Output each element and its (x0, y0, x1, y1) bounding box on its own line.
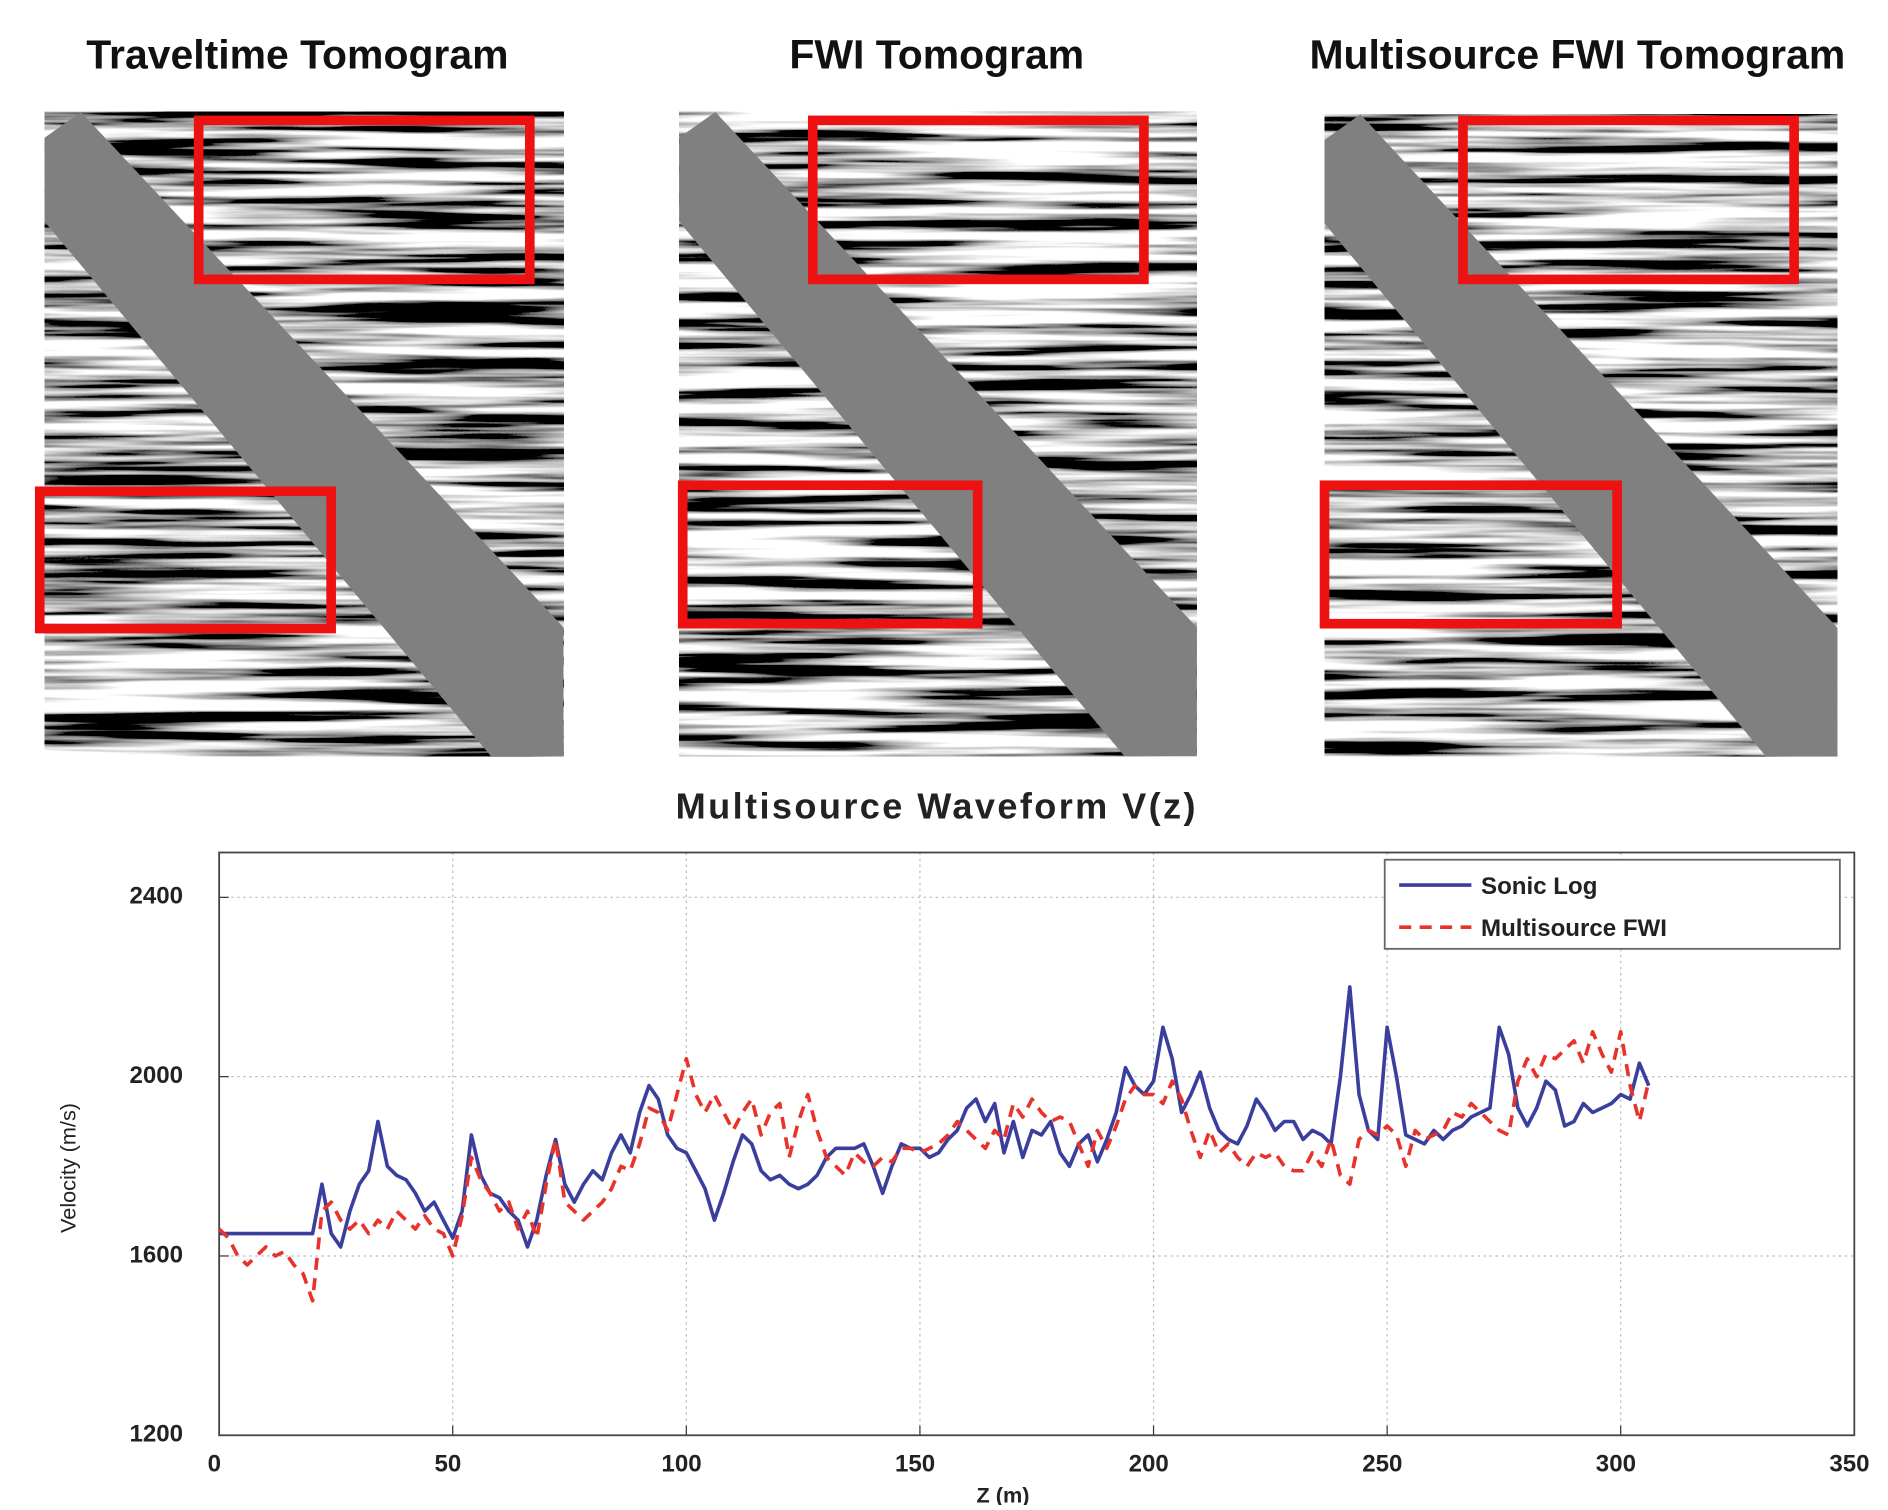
x-tick-label: 300 (1596, 1451, 1636, 1478)
panel-title: Multisource FWI Tomogram (1309, 32, 1845, 78)
y-tick-label: 2400 (129, 883, 183, 910)
series-line (219, 985, 1651, 1249)
highlight-box (1319, 480, 1622, 629)
content: Traveltime Tomogram FWI Tomogram Multisour… (34, 32, 1870, 1507)
tomogram-band (1324, 114, 1838, 757)
x-axis-label: Z (m) (977, 1482, 1030, 1505)
x-tick-label: 50 (435, 1451, 462, 1478)
plot-frame (218, 851, 1856, 1437)
x-tick-label: 250 (1362, 1451, 1402, 1478)
legend-label: Multisource FWI (1481, 915, 1667, 942)
highlight-box (34, 486, 336, 634)
y-axis-label: Velocity (m/s) (56, 1103, 81, 1233)
legend-box (1383, 858, 1841, 950)
x-tick-label: 200 (1129, 1451, 1169, 1478)
x-tick-label: 100 (661, 1451, 701, 1478)
series-line (217, 1029, 1651, 1303)
panel-title: Traveltime Tomogram (86, 32, 508, 78)
highlight-box (807, 115, 1149, 285)
legend-label: Sonic Log (1481, 873, 1597, 900)
x-tick-label: 0 (208, 1451, 221, 1478)
x-tick-label: 150 (895, 1451, 935, 1478)
highlight-box (677, 480, 983, 629)
y-tick-label: 1200 (129, 1421, 183, 1448)
panel-title: FWI Tomogram (789, 32, 1084, 78)
x-tick-label: 350 (1829, 1451, 1869, 1478)
chart-title: Multisource Waveform V(z) (676, 786, 1198, 827)
highlight-box (1458, 115, 1799, 285)
y-tick-label: 1600 (129, 1241, 183, 1268)
y-tick-label: 2000 (129, 1062, 183, 1089)
tomogram-band (44, 111, 564, 757)
highlight-box (193, 115, 535, 285)
